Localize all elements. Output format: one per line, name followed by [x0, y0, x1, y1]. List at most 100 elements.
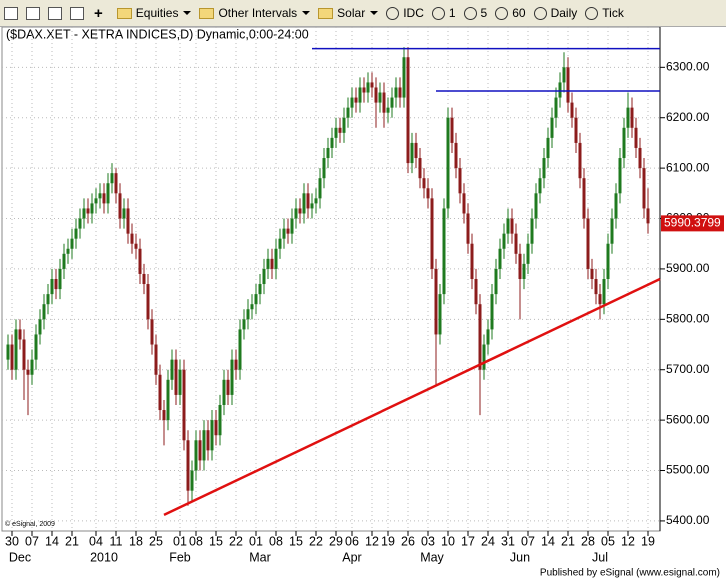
candle-body [426, 188, 430, 199]
menu[interactable]: Solar [337, 6, 378, 20]
button[interactable]: Tick [602, 6, 624, 20]
candle-body [10, 344, 14, 370]
candle-body [218, 405, 222, 436]
candle-body [386, 107, 390, 113]
candle-body [558, 82, 562, 98]
menu[interactable]: Other Intervals [218, 6, 310, 20]
button[interactable]: 1 [448, 6, 456, 20]
candle-body [482, 344, 486, 370]
candle-body [50, 279, 54, 295]
candle-body [134, 243, 138, 249]
y-tick-label: 6200.00 [666, 110, 710, 124]
candle-body [182, 369, 186, 441]
candle-body [314, 198, 318, 204]
candle-body [626, 107, 630, 128]
y-tick-label: 5700.00 [666, 362, 710, 376]
candle-body [94, 198, 98, 204]
add-button[interactable]: + [94, 4, 103, 22]
candle-body [590, 268, 594, 279]
candle-body [270, 258, 274, 269]
candle-body [138, 248, 142, 274]
candle-body [522, 263, 526, 279]
button[interactable]: Daily [550, 6, 578, 20]
icon[interactable] [26, 6, 40, 20]
candle-body [274, 248, 278, 269]
candle-body [298, 208, 302, 214]
candle-body [290, 218, 294, 234]
candle-body [454, 142, 458, 169]
candle-body [318, 178, 322, 199]
candle-body [150, 319, 154, 345]
y-tick-label: 5800.00 [666, 311, 710, 325]
candle-body [534, 193, 538, 219]
candle-body [38, 319, 42, 335]
menu[interactable]: Equities [136, 6, 192, 20]
candle-body [58, 268, 62, 290]
candle-body [546, 137, 550, 159]
candle-body [538, 178, 542, 194]
candle-body [194, 440, 198, 471]
candle-body [86, 208, 90, 214]
x-tick-label: 07 [25, 534, 39, 548]
last-price-box [661, 215, 724, 232]
button[interactable]: 60 [512, 6, 526, 20]
candle-body [82, 208, 86, 219]
candle-body [390, 97, 394, 108]
x-tick-label: 07 [521, 534, 535, 548]
icon[interactable] [70, 6, 84, 20]
candle-body [6, 344, 10, 360]
candle-body [106, 183, 110, 204]
candle-body [334, 127, 338, 138]
candle-body [178, 369, 182, 395]
month-label: Feb [169, 550, 191, 564]
candle-body [438, 294, 442, 335]
candle-body [142, 273, 146, 285]
candle-body [630, 107, 634, 128]
month-label: Jun [510, 550, 530, 564]
x-tick-label: 05 [601, 534, 615, 548]
icon[interactable] [48, 6, 62, 20]
plot-frame [1, 27, 661, 532]
candle-body [602, 279, 606, 305]
x-tick-label: 14 [45, 534, 59, 548]
month-label: Dec [9, 550, 31, 564]
candle-body [234, 359, 238, 370]
x-tick-label: 31 [501, 534, 515, 548]
candle-body [398, 87, 402, 98]
candle-body [118, 193, 122, 219]
candle-body [90, 203, 94, 214]
icon[interactable] [4, 6, 18, 20]
footer: Published by eSignal (www.esignal.com) [540, 568, 720, 579]
candle-body [494, 268, 498, 295]
candle-body [362, 87, 366, 93]
candle-body [226, 379, 230, 395]
candle-body [642, 168, 646, 209]
x-tick-label: 28 [581, 534, 595, 548]
y-tick-label: 5900.00 [666, 261, 710, 275]
candle-body [110, 173, 114, 184]
candle-body [478, 304, 482, 370]
candle-body [622, 127, 626, 159]
candle-body [562, 67, 566, 83]
candle-body [258, 284, 262, 295]
x-tick-label: 03 [421, 534, 435, 548]
candle-body [510, 218, 514, 234]
button[interactable]: IDC [403, 6, 424, 20]
candle-body [378, 92, 382, 103]
button[interactable]: 5 [480, 6, 488, 20]
candle-body [206, 430, 210, 451]
x-tick-label: 25 [149, 534, 163, 548]
candle-body [198, 440, 202, 461]
candle-body [430, 198, 434, 269]
candle-body [414, 142, 418, 159]
candle-body [446, 117, 450, 209]
candle-body [286, 228, 290, 234]
candle-body [570, 102, 574, 118]
candle-body [354, 97, 358, 103]
candle-body [574, 117, 578, 143]
candle-body [462, 193, 466, 214]
x-tick-label: 19 [381, 534, 395, 548]
candle-body [466, 213, 470, 244]
x-tick-label: 21 [65, 534, 79, 548]
